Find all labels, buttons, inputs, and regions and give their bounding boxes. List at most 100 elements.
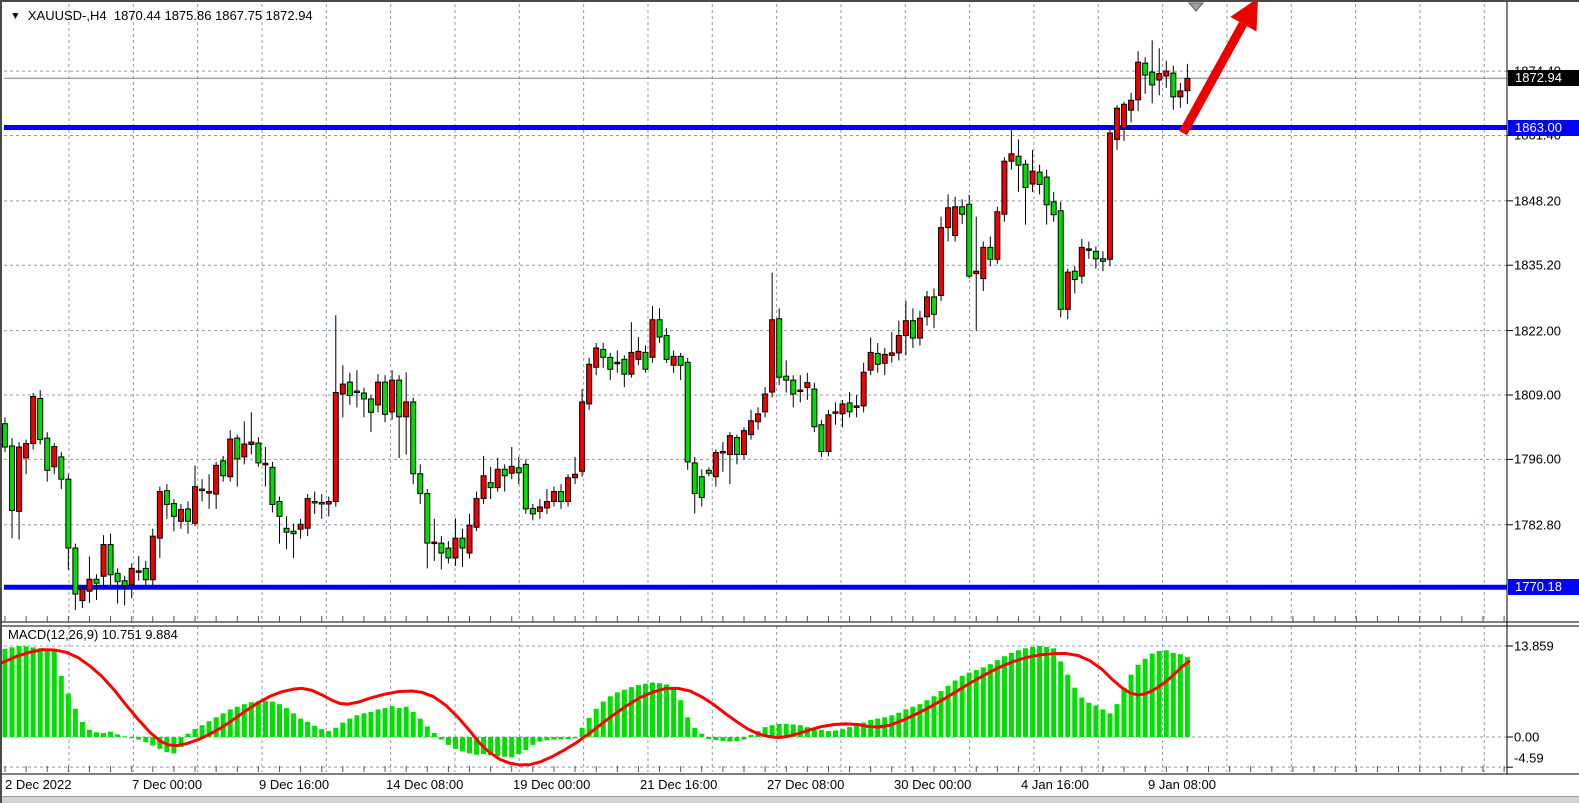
candle-bullish [86,578,93,592]
candle-bullish [586,363,593,405]
macd-histogram-bar [973,669,979,737]
trend-arrow-shaft[interactable] [1179,21,1247,136]
macd-histogram-bar [516,737,522,755]
macd-histogram-bar [748,735,754,737]
current-price-tag: 1872.94 [1508,70,1579,87]
macd-histogram-bar [234,706,240,737]
candle-bearish [445,547,452,559]
macd-histogram-bar [51,650,57,737]
macd-histogram-bar [86,729,92,737]
candle-bearish [959,206,966,215]
price-level-tag: 1863.00 [1508,119,1579,136]
macd-histogram-bar [903,709,909,737]
time-axis-label[interactable]: 14 Dec 08:00 [386,777,464,792]
candle-bearish [234,437,241,460]
macd-histogram-bar [1065,674,1071,737]
candle-bullish [1184,77,1191,92]
candle-bullish [860,371,867,407]
candle-bearish [142,567,149,581]
candle-bullish [550,491,557,502]
time-axis-label[interactable]: 4 Jan 16:00 [1021,777,1089,792]
candle-bullish [1008,153,1015,162]
time-axis-label[interactable]: 7 Dec 00:00 [132,777,203,792]
candle-bullish [480,475,487,500]
price-axis-label[interactable]: 1822.00 [1514,323,1561,339]
macd-histogram-bar [1170,652,1176,737]
candle-bullish [755,413,762,423]
price-axis-label[interactable]: 1809.00 [1514,387,1561,403]
macd-histogram-bar [157,737,163,749]
price-axis-label[interactable]: 1835.20 [1514,257,1561,273]
candle-bullish [1106,132,1113,260]
macd-histogram-bar [368,712,374,737]
time-axis-label[interactable]: 19 Dec 00:00 [513,777,591,792]
candle-bearish [346,381,353,396]
macd-histogram-bar [917,704,923,737]
macd-histogram-bar [544,737,550,741]
macd-axis-label[interactable]: 0.00 [1514,729,1540,745]
price-axis-label[interactable]: 1848.20 [1514,193,1561,209]
time-axis-label[interactable]: 30 Dec 00:00 [894,777,972,792]
time-axis-label[interactable]: 9 Dec 16:00 [259,777,330,792]
macd-histogram-bar [889,715,895,737]
time-axis-label[interactable]: 9 Jan 08:00 [1148,777,1216,792]
candle-bullish [16,446,23,512]
macd-histogram-bar [783,723,789,737]
macd-histogram-bar [1058,661,1064,737]
macd-histogram-bar [931,696,937,737]
macd-histogram-bar [9,647,15,737]
candle-bullish [902,320,909,337]
macd-histogram-bar [44,649,50,737]
candle-bearish [44,437,51,471]
time-axis-label[interactable]: 27 Dec 08:00 [767,777,845,792]
candle-bullish [30,395,37,445]
candle-bullish [614,361,621,365]
candle-bullish [79,588,86,602]
macd-histogram-bar [361,713,367,737]
candle-bearish [1071,270,1078,281]
candle-bullish [297,523,304,530]
candle-bullish [353,390,360,394]
collapse-icon[interactable]: ▼ [10,9,21,22]
time-axis-label[interactable]: 21 Dec 16:00 [640,777,718,792]
trend-arrow-head[interactable] [1230,2,1258,32]
macd-histogram-bar [832,730,838,737]
macd-histogram-bar [868,719,874,737]
time-axis-label[interactable]: 2 Dec 2022 [5,777,72,792]
macd-histogram-bar [980,667,986,737]
candle-bearish [382,381,389,415]
candle-bearish [501,468,508,477]
macd-histogram-bar [811,728,817,737]
macd-histogram-bar [2,648,8,737]
macd-histogram-bar [1156,650,1162,737]
price-axis-label[interactable]: 1782.80 [1514,517,1561,533]
candle-bullish [853,405,860,408]
macd-histogram-bar [410,712,416,737]
macd-histogram-bar [579,727,585,737]
macd-axis-label[interactable]: -4.59 [1514,750,1544,766]
macd-histogram-bar [495,737,501,757]
candle-bullish [1085,248,1092,251]
chart-shift-marker-icon[interactable] [1187,2,1205,12]
macd-histogram-bar [537,737,543,742]
candle-bullish [100,544,107,577]
macd-histogram-bar [699,733,705,737]
macd-histogram-bar [23,646,29,737]
price-axis-label[interactable]: 1796.00 [1514,451,1561,467]
macd-histogram-bar [129,737,135,739]
candle-bearish [107,544,114,576]
macd-histogram-bar [312,725,318,737]
candle-bullish [980,246,987,280]
macd-histogram-bar [959,675,965,737]
macd-histogram-bar [37,648,43,737]
macd-histogram-bar [326,731,332,737]
candle-bullish [23,443,30,459]
candle-bearish [691,462,698,495]
macd-axis-label[interactable]: 13.859 [1514,638,1554,654]
candle-bullish [565,477,572,502]
macd-histogram-bar [551,737,557,740]
candle-bearish [1092,250,1099,260]
candle-bearish [367,398,374,413]
